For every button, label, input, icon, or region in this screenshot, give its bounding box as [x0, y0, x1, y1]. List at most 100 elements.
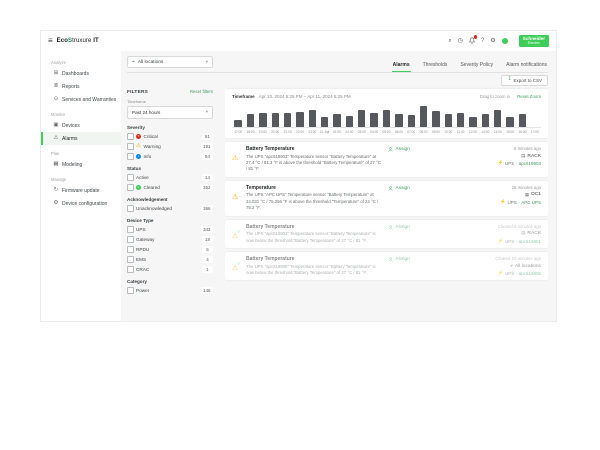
assign-button[interactable]: Assign [388, 146, 450, 173]
assign-button[interactable]: Assign [388, 256, 450, 276]
checkbox[interactable] [127, 236, 134, 243]
tab-alarm-notifications[interactable]: Alarm notifications [506, 62, 547, 68]
settings-icon[interactable]: ⚙ [490, 37, 496, 44]
x-tick-label: 06:00 [394, 130, 403, 134]
hamburger-menu-icon[interactable]: ≡ [48, 36, 53, 45]
filter-option-critical[interactable]: ✕ Critical 81 [127, 133, 213, 140]
location-selector[interactable]: ⌖ All locations ▾ [127, 56, 213, 68]
alarm-location[interactable]: ▤ RACK [455, 153, 541, 158]
alarm-location[interactable]: ▤ RACK [455, 231, 541, 236]
schneider-electric-logo[interactable]: Schneider Electric [518, 34, 549, 48]
filter-option-ups[interactable]: UPS 342 [127, 226, 213, 233]
sidebar-item-services-warranties[interactable]: ⊙ Services and Warranties [41, 93, 121, 106]
tab-thresholds[interactable]: Thresholds [422, 62, 448, 68]
checkbox[interactable] [127, 256, 134, 263]
sidebar-item-firmware-update[interactable]: ↻ Firmware update [41, 184, 121, 197]
reset-zoom-link[interactable]: Reset Zoom [517, 94, 541, 99]
alarm-title: Battery Temperature [246, 256, 295, 262]
sidebar-item-device-configuration[interactable]: ⚙ Device configuration [41, 197, 121, 210]
alarm-activity-ticks: 17:00 18:00 19:00 20:00 21:00 22:00 23:00 11. A… [232, 130, 541, 134]
sidebar-item-dashboards[interactable]: ⊞ Dashboards [41, 67, 121, 80]
bar [319, 104, 331, 127]
alarm-location[interactable]: ⌖ All locations [455, 262, 541, 268]
alarm-card[interactable]: ⚠ ✓ Battery Temperature The UPS "apc61990… [225, 252, 548, 281]
filter-option-crac[interactable]: CRAC 1 [127, 266, 213, 273]
history-icon[interactable]: ◷ [457, 37, 464, 44]
assign-label: Assign [395, 185, 410, 191]
timeframe-select[interactable]: Past 24 hours ▾ [127, 106, 213, 119]
x-tick-label: 09:00 [431, 130, 440, 134]
checkbox[interactable] [127, 174, 134, 181]
bar [393, 104, 405, 127]
critical-icon: ✕ [136, 134, 141, 139]
user-avatar[interactable] [501, 37, 508, 44]
rack-icon: ▤ [521, 230, 526, 236]
filter-option-ems[interactable]: EMS 4 [127, 256, 213, 263]
filter-option-label: Active [136, 175, 149, 180]
filter-option-rpdu[interactable]: RPDU 5 [127, 246, 213, 253]
search-icon[interactable]: ⌕ [448, 37, 452, 44]
filter-option-unacknowledged[interactable]: Unacknowledged 366 [127, 205, 213, 212]
filter-group-category: Category [127, 279, 147, 284]
tab-severity-policy[interactable]: Severity Policy [460, 62, 494, 68]
sidebar-item-alarms[interactable]: ⚠ Alarms [41, 132, 121, 145]
alarm-card[interactable]: ⚠ ✓ Battery Temperature The UPS "apc61990… [225, 219, 548, 248]
device-type: UPS [504, 238, 515, 244]
checkbox[interactable] [127, 143, 134, 150]
assign-button[interactable]: Assign [388, 224, 450, 244]
location-pin-icon: ⌖ [510, 262, 513, 268]
reports-icon: ≣ [53, 82, 59, 89]
reset-filters-link[interactable]: Reset filters [189, 89, 213, 94]
alarm-title: Battery Temperature [246, 146, 295, 152]
alarm-card[interactable]: ⚠ Battery Temperature The UPS "apc619903… [225, 142, 548, 177]
separator: · [515, 271, 518, 276]
device-link[interactable]: apc619901 [518, 238, 541, 244]
alarm-activity-bars[interactable] [232, 104, 541, 128]
x-tick-label: 19:00 [258, 130, 267, 134]
brand-it: IT [91, 38, 99, 44]
sidebar-item-label: Reports [62, 83, 80, 90]
sidebar-item-modeling[interactable]: ▦ Modeling [41, 158, 121, 171]
bar [356, 104, 368, 127]
assign-button[interactable]: Assign [388, 185, 450, 212]
checkbox[interactable] [127, 287, 134, 294]
alarm-location-label: RACK [527, 231, 541, 237]
filter-group-severity: Severity [127, 125, 145, 130]
device-link[interactable]: apc619903 [518, 161, 541, 166]
x-tick-label: 17:00 [530, 130, 539, 134]
device-link[interactable]: APC UPS [521, 199, 541, 205]
checkbox[interactable] [127, 266, 134, 273]
filter-option-active[interactable]: Active 14 [127, 174, 213, 181]
alarm-title: Temperature [246, 184, 276, 191]
device-link[interactable]: apc619905 [518, 271, 541, 276]
filter-option-warning[interactable]: ⚠ Warning 191 [127, 143, 213, 150]
checkbox[interactable] [127, 205, 134, 212]
alarm-card[interactable]: ⚠ Temperature The UPS "APC UPS" Temperat… [225, 180, 548, 216]
help-icon[interactable]: ? [481, 37, 485, 44]
filter-option-info[interactable]: i Info 94 [127, 153, 213, 160]
filter-count: 4 [202, 256, 213, 263]
x-tick-label: 15:00 [506, 130, 515, 134]
filter-option-cleared[interactable]: ✓ Cleared 352 [127, 184, 213, 191]
export-to-csv-button[interactable]: ↧ Export to CSV [501, 75, 548, 86]
checkbox[interactable] [127, 226, 134, 233]
modeling-icon: ▦ [53, 160, 59, 167]
alarm-timestamp: Cleared 8 minutes ago [497, 223, 541, 229]
bar [232, 104, 244, 127]
bar [257, 104, 269, 127]
alarm-location[interactable]: ▦ DC1 [455, 192, 541, 197]
sidebar-item-devices[interactable]: ▣ Devices [41, 119, 121, 132]
checkbox[interactable] [127, 153, 134, 160]
checkbox[interactable] [127, 184, 134, 191]
sidebar-item-reports[interactable]: ≣ Reports [41, 80, 121, 93]
x-tick-label: 02:00 [345, 130, 354, 134]
filter-option-power[interactable]: Power 146 [127, 287, 213, 294]
checkbox[interactable] [127, 133, 134, 140]
download-icon: ↧ [507, 77, 512, 83]
filter-option-gateway[interactable]: Gateway 18 [127, 236, 213, 243]
notifications-icon[interactable] [469, 35, 478, 45]
chevron-down-icon: ▾ [205, 109, 208, 115]
tab-alarms[interactable]: Alarms [391, 62, 411, 72]
checkbox[interactable] [127, 246, 134, 253]
filters-title: FILTERS [127, 90, 149, 95]
